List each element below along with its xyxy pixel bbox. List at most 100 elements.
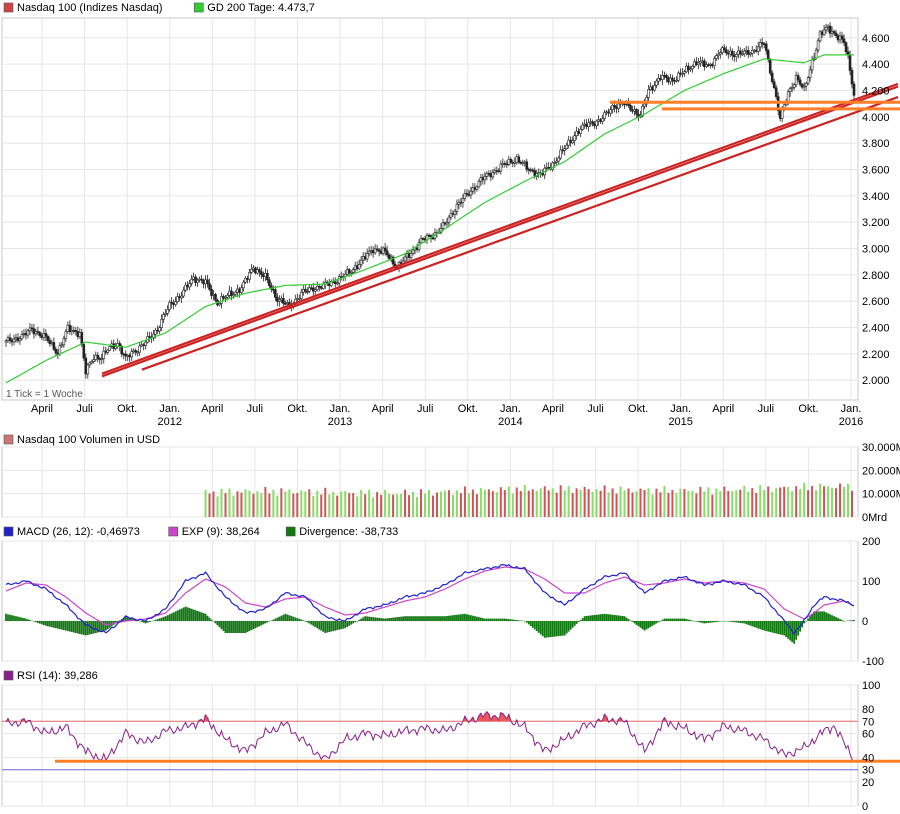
divergence-bar [767,621,770,632]
divergence-bar [190,608,193,621]
divergence-bar [515,620,518,621]
divergence-bar [709,621,712,623]
price-candle [725,49,728,54]
divergence-bar [146,621,149,623]
divergence-bar [829,614,831,621]
price-candle [108,346,112,351]
divergence-bar [434,616,436,621]
price-candle [730,50,734,56]
divergence-bar [344,621,347,629]
volume-bar [611,488,614,517]
divergence-bar [388,618,390,621]
price-candle [92,359,96,362]
macd-legend-swatch [3,526,14,537]
divergence-bar [645,621,648,630]
divergence-bar [214,621,217,624]
divergence-bar [76,621,79,634]
divergence-bar [104,621,107,631]
divergence-bar [84,621,87,636]
volume-bar [531,489,534,517]
divergence-bar [238,621,241,633]
divergence-bar [805,621,808,622]
price-candle [798,79,802,85]
price-candle [788,88,792,93]
volume-bar [392,494,395,517]
divergence-bar [507,619,510,621]
price-candle [653,85,656,91]
divergence-bar [663,618,666,621]
divergence-bar [539,621,542,635]
divergence-bar [549,621,552,638]
price-candle [850,70,854,85]
price-candle [232,294,235,297]
divergence-bar [94,621,97,633]
divergence-bar [142,621,145,623]
rsi-y-tick: 100 [862,680,880,692]
divergence-bar [282,614,285,621]
divergence-bar [679,618,682,621]
divergence-bar [432,616,434,621]
divergence-bar [294,617,297,621]
price-candle [647,89,650,98]
divergence-bar [47,621,49,627]
divergence-bar [823,611,825,621]
price-candle [748,53,752,55]
x-tick-label: April [542,403,564,415]
price-candle [158,327,161,332]
divergence-bar [258,621,261,627]
divergence-bar [613,615,616,621]
divergence-bar [557,621,560,637]
price-candle [687,65,690,71]
price-candle [409,253,413,258]
volume-bar [491,491,494,517]
volume-bar [839,483,842,517]
price-candle [513,161,517,164]
divergence-bar [687,619,690,621]
divergence-bar [78,621,81,634]
price-legend-swatch [194,2,204,13]
volume-bar [320,494,323,517]
divergence-bar [471,615,474,621]
divergence-bar [759,621,762,630]
volume-bar [224,493,227,517]
volume-bar [747,491,750,517]
rsi-legend-label: RSI (14): 39,286 [17,670,98,682]
divergence-bar [483,618,486,621]
divergence-bar [176,610,179,621]
divergence-bar [817,611,819,621]
volume-bar [659,492,662,517]
volume-bar [368,489,371,517]
chart-marks [4,22,900,763]
volume-bar [248,490,251,517]
price-candle [842,38,846,43]
price-candle [641,105,644,117]
price-candle [54,349,58,354]
divergence-bar [655,621,658,624]
volume-bar [547,490,550,517]
divergence-bar [92,621,95,634]
divergence-bar [470,615,472,621]
divergence-bar [188,608,191,621]
divergence-bar [27,619,29,621]
volume-bar [431,495,434,517]
price-candle [764,43,768,51]
volume-bar [595,489,598,517]
divergence-bar [593,615,596,621]
divergence-bar [13,615,15,621]
divergence-bar [835,617,837,621]
volume-bar [388,493,391,517]
volume-bar [328,494,331,517]
price-candle [509,159,513,163]
divergence-bar [23,618,25,621]
divergence-bar [280,615,283,621]
divergence-bar [330,621,333,632]
price-candle [168,301,171,310]
divergence-bar [771,621,774,633]
x-tick-label: Juli [758,403,775,415]
price-candle [477,180,481,188]
price-candle [449,213,453,218]
macd-y-tick: 100 [862,576,880,588]
x-tick-label: Jan. [330,403,351,415]
price-candle [315,285,319,291]
price-candle [274,289,277,298]
